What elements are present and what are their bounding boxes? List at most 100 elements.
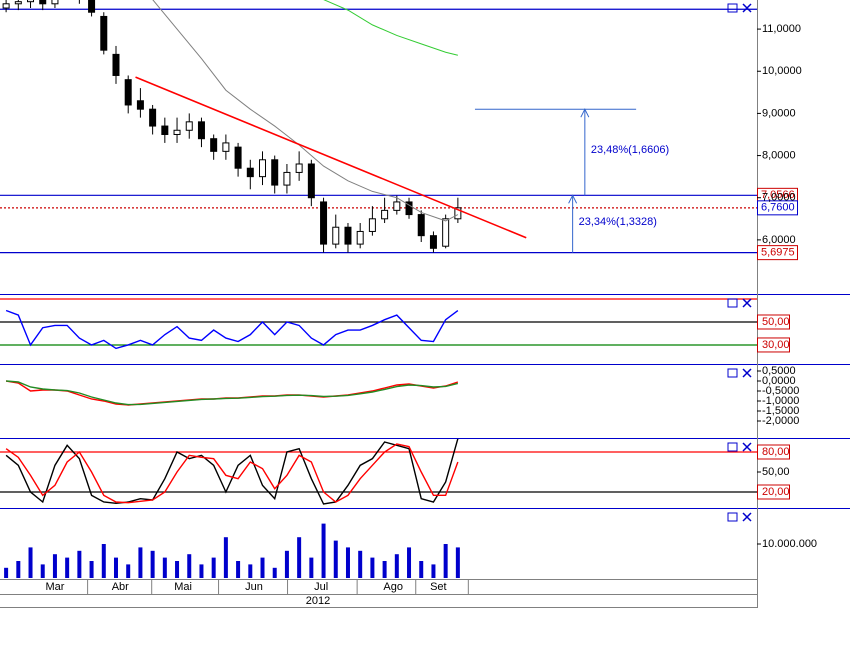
candle-body	[356, 230, 364, 245]
measure-arrowhead	[568, 194, 578, 204]
volume-bar	[211, 557, 216, 578]
panel-icon-close	[742, 368, 752, 378]
panel-icon-maximize	[727, 368, 738, 378]
x-tick-label: Mai	[174, 581, 192, 593]
candle-body	[210, 138, 218, 152]
x-tick-label: Mar	[45, 581, 64, 593]
level-label: 6,7600	[761, 202, 795, 214]
candle-body	[442, 218, 450, 247]
volume-bar	[260, 557, 265, 578]
candle-body	[259, 159, 267, 178]
candle-body	[234, 146, 242, 169]
y-tick-label: 7,0000	[762, 192, 796, 204]
candle-body	[136, 100, 144, 110]
volume-bar	[40, 564, 45, 578]
panel-icon-close	[742, 298, 752, 308]
y-tick-label: 50,00	[762, 466, 790, 478]
y-tick-box	[757, 484, 790, 500]
candle-body	[429, 235, 437, 249]
candle-body	[197, 121, 205, 140]
volume-bar	[126, 564, 131, 578]
y-tick-label: -1,5000	[762, 405, 799, 417]
panel-separators	[0, 294, 850, 509]
volume-bar	[394, 554, 399, 578]
panel	[0, 298, 757, 350]
y-tick-box	[757, 337, 790, 353]
volume-bar	[77, 550, 82, 578]
volume-bar	[309, 557, 314, 578]
candle-body	[51, 0, 59, 5]
y-tick-label: 9,0000	[762, 107, 796, 119]
candle-body	[27, 0, 35, 3]
candle-body	[283, 171, 291, 186]
candle-body	[320, 201, 328, 245]
volume-bar	[431, 564, 436, 578]
volume-bar	[52, 554, 57, 578]
volume-bar	[297, 537, 302, 578]
candle-body	[39, 0, 47, 5]
measure-label: 23,34%(1,3328)	[579, 216, 657, 228]
y-tick-label: -0,5000	[762, 385, 799, 397]
candle-body	[344, 226, 352, 245]
volume-bar	[28, 547, 33, 578]
level-label-box	[757, 245, 798, 261]
volume-bar	[370, 557, 375, 578]
volume-bar	[199, 564, 204, 578]
y-tick-label: 30,00	[762, 339, 790, 351]
panel	[4, 523, 460, 578]
y-tick-label: 10,0000	[762, 65, 802, 77]
candle-body	[246, 167, 254, 178]
x-tick-label: Set	[430, 581, 447, 593]
y-tick-label: -2,0000	[762, 415, 799, 427]
candle-body	[368, 218, 376, 232]
volume-bar	[101, 544, 106, 578]
y-tick-label: 20,00	[762, 486, 790, 498]
panel-icon-maximize	[727, 442, 738, 452]
candle-body	[417, 214, 425, 237]
volume-bar	[65, 557, 70, 578]
volume-bar	[345, 547, 350, 578]
candle-body	[332, 226, 340, 245]
candle-body	[100, 15, 108, 51]
volume-bar	[248, 564, 253, 578]
candle-body	[271, 159, 279, 186]
candle-body	[112, 53, 120, 76]
volume-bar	[358, 550, 363, 578]
y-tick-label: 0,5000	[762, 365, 796, 377]
volume-bar	[382, 561, 387, 578]
y-tick-label: 6,0000	[762, 234, 796, 246]
level-label: 5,6975	[761, 247, 795, 259]
series-line	[5, 439, 459, 505]
candle-body	[381, 209, 389, 220]
volume-bar	[284, 550, 289, 578]
candle-body	[307, 163, 315, 199]
y-tick-label: 10.000.000	[762, 538, 817, 550]
volume-bar	[272, 567, 277, 578]
moving-average	[323, 0, 458, 56]
y-tick-label: 80,00	[762, 446, 790, 458]
series-line	[5, 443, 459, 504]
y-tick-label: 50,00	[762, 316, 790, 328]
y-tick-box	[757, 314, 790, 330]
series-line	[6, 380, 459, 406]
candle-body	[124, 79, 132, 106]
measure-label: 23,48%(1,6606)	[591, 144, 669, 156]
y-tick-label: 11,0000	[762, 23, 801, 35]
volume-bar	[175, 561, 180, 578]
panel-icon-close	[742, 512, 752, 522]
y-tick-box	[757, 444, 790, 460]
candle-body	[185, 121, 193, 131]
x-tick-label: Abr	[112, 581, 129, 593]
volume-bar	[138, 547, 143, 578]
volume-bar	[333, 540, 338, 578]
level-label: 7,0566	[761, 189, 795, 201]
panel	[5, 380, 459, 406]
panel-icon-close	[742, 442, 752, 452]
candle-body	[295, 163, 303, 173]
candle-body	[149, 108, 157, 127]
volume-bar	[113, 557, 118, 578]
volume-bar	[443, 544, 448, 578]
candle-body	[454, 207, 462, 220]
volume-bar	[223, 537, 228, 578]
